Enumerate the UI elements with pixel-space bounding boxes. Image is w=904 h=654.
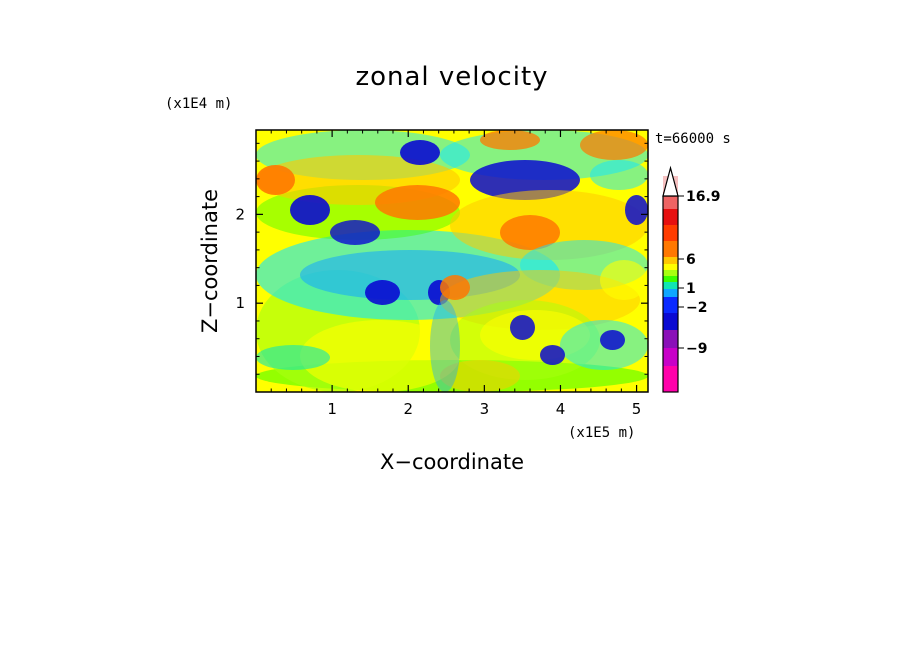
field-blob — [290, 195, 330, 225]
field-blob — [500, 215, 560, 250]
field-blob — [375, 185, 460, 220]
time-label: t=66000 s — [655, 131, 731, 147]
colorbar-band — [663, 289, 678, 297]
field-blob — [256, 165, 295, 195]
colorbar-label: −2 — [686, 300, 707, 316]
field-blob — [330, 220, 380, 245]
y-tick-label: 2 — [235, 205, 245, 223]
field-blob — [510, 315, 535, 340]
field-blob — [256, 345, 330, 370]
colorbar-band — [663, 313, 678, 330]
x-tick-label: 5 — [632, 400, 642, 418]
colorbar-band — [663, 225, 678, 241]
colorbar-band — [663, 241, 678, 257]
colorbar-band — [663, 348, 678, 366]
colorbar-band — [663, 330, 678, 348]
field-blob — [625, 195, 648, 225]
field-blob — [440, 275, 470, 300]
colorbar-band — [663, 366, 678, 392]
colorbar-band — [663, 282, 678, 289]
colorbar-label: −9 — [686, 341, 707, 357]
colorbar-label: 16.9 — [686, 189, 721, 205]
field-blob — [430, 300, 460, 392]
x-tick-label: 4 — [556, 400, 566, 418]
chart-title: zonal velocity — [355, 62, 548, 92]
field-blob — [600, 260, 648, 300]
field-blob — [365, 280, 400, 305]
field-blob — [540, 345, 565, 365]
plot-frame — [255, 129, 649, 393]
colorbar-max-arrow — [662, 165, 679, 197]
colorbar: 16.9 6 1 −2 −9 — [662, 165, 721, 393]
colorbar-band — [663, 270, 678, 276]
colorbar-band — [663, 297, 678, 313]
colorbar-label: 1 — [686, 281, 696, 297]
field-blob — [300, 320, 460, 392]
x-axis-title: X−coordinate — [380, 450, 524, 474]
y-axis: 12 — [235, 142, 648, 375]
field-blob — [480, 130, 540, 150]
colorbar-band — [663, 209, 678, 225]
y-tick-label: 1 — [235, 294, 245, 312]
heatmap-field — [256, 130, 648, 392]
x-axis: 1 2 3 4 5 — [270, 130, 642, 418]
field-blob — [600, 330, 625, 350]
field-blob — [440, 360, 520, 392]
field-blob — [590, 160, 648, 190]
x-tick-label: 2 — [403, 400, 413, 418]
y-unit-label: (x1E4 m) — [165, 96, 232, 112]
x-unit-label: (x1E5 m) — [568, 425, 635, 441]
field-blob — [400, 140, 440, 165]
colorbar-band — [663, 257, 678, 264]
field-blob — [470, 160, 580, 200]
colorbar-band — [663, 264, 678, 270]
y-axis-title: Z−coordinate — [198, 189, 222, 333]
x-tick-label: 3 — [480, 400, 490, 418]
x-tick-label: 1 — [327, 400, 337, 418]
colorbar-label: 6 — [686, 252, 696, 268]
colorbar-band — [663, 276, 678, 282]
field-blob — [580, 130, 648, 160]
